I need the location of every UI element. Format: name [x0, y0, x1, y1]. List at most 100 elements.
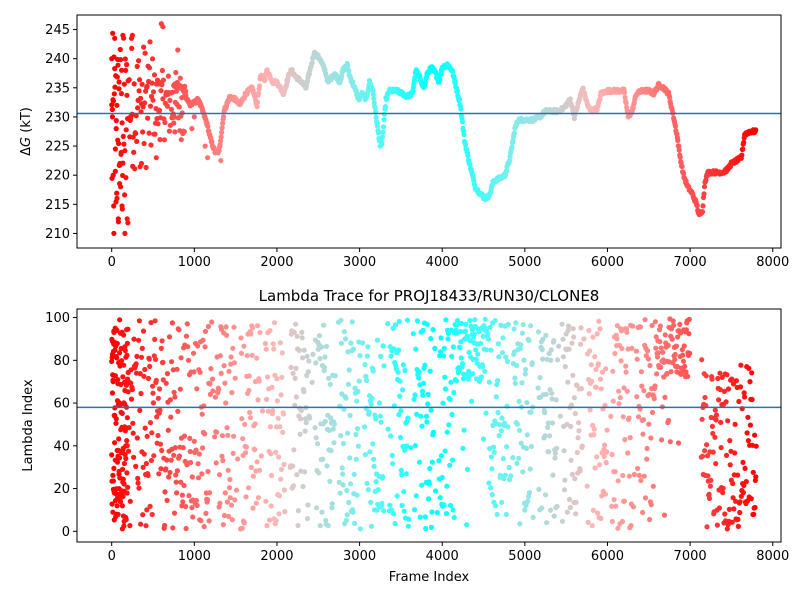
data-point [339, 73, 345, 79]
data-point [396, 318, 402, 325]
data-point [181, 482, 187, 489]
data-point [290, 463, 296, 469]
data-point [297, 416, 304, 422]
data-point [592, 354, 598, 360]
data-point [573, 499, 579, 505]
data-point [390, 511, 397, 517]
data-point [221, 363, 227, 369]
data-point [617, 395, 623, 401]
data-point [130, 134, 136, 140]
x-tick-label: 2000 [260, 549, 293, 564]
data-point [323, 343, 330, 349]
data-point [362, 362, 368, 368]
data-point [528, 323, 534, 329]
data-point [459, 320, 465, 327]
data-point [547, 507, 554, 513]
data-point [254, 459, 260, 465]
data-point [526, 490, 533, 496]
data-point [482, 368, 488, 374]
data-point [164, 371, 171, 377]
data-point [419, 388, 425, 394]
data-point [146, 356, 152, 362]
data-point [504, 444, 510, 450]
data-point [429, 509, 435, 515]
delta-g-ylabel-suffix: (kT) [19, 107, 34, 137]
data-point [224, 499, 230, 505]
data-point [139, 345, 145, 351]
data-point [352, 385, 358, 391]
data-point [153, 377, 159, 383]
data-point [195, 343, 201, 349]
data-point [238, 335, 244, 341]
data-point [470, 371, 476, 377]
data-point [713, 417, 719, 423]
data-point [276, 454, 282, 460]
data-point [551, 513, 557, 519]
data-point [490, 444, 497, 450]
data-point [144, 507, 150, 513]
data-point [375, 130, 382, 136]
data-point [183, 333, 190, 339]
data-point [543, 391, 549, 397]
data-point [288, 364, 294, 370]
data-point [222, 490, 228, 496]
y-tick-label: 235 [45, 81, 70, 96]
data-point [567, 96, 573, 102]
data-point [540, 356, 546, 362]
data-point [153, 155, 159, 161]
data-point [298, 407, 304, 413]
data-point [122, 428, 128, 434]
data-point [381, 117, 387, 123]
data-point [388, 433, 394, 439]
data-point [361, 424, 368, 430]
data-point [340, 440, 347, 447]
lambda-y-axis-label: Lambda Index [21, 379, 36, 472]
data-point [114, 102, 120, 108]
data-point [178, 355, 184, 361]
data-point [143, 523, 149, 529]
data-point [162, 522, 168, 529]
data-point [116, 436, 122, 442]
data-point [144, 433, 150, 439]
data-point [117, 455, 123, 461]
data-point [630, 504, 637, 510]
data-point [437, 353, 443, 359]
data-point [709, 376, 715, 382]
data-point [749, 396, 755, 403]
data-point [549, 396, 555, 402]
data-point [133, 113, 139, 119]
data-point [720, 490, 726, 496]
data-point [134, 138, 140, 144]
data-point [186, 493, 192, 499]
data-point [350, 509, 356, 515]
data-point [293, 321, 299, 327]
data-point [458, 339, 464, 345]
data-point [488, 454, 494, 460]
data-point [634, 356, 640, 362]
data-point [112, 440, 118, 446]
data-point [247, 415, 254, 421]
data-point [707, 483, 714, 489]
data-point [130, 420, 136, 426]
data-point [559, 321, 565, 327]
data-point [121, 141, 127, 147]
data-point [119, 206, 125, 212]
data-point [189, 126, 195, 132]
y-tick-label: 60 [53, 397, 70, 412]
data-point [374, 337, 380, 343]
data-point [123, 175, 129, 181]
data-point [746, 365, 752, 371]
data-point [467, 161, 473, 167]
data-point [387, 502, 393, 508]
data-point [257, 329, 263, 336]
data-point [304, 353, 310, 359]
data-point [677, 321, 683, 327]
data-point [574, 449, 580, 456]
data-point [346, 367, 352, 373]
data-point [114, 340, 120, 347]
data-point [602, 442, 608, 448]
data-point [131, 149, 137, 155]
data-point [230, 345, 236, 351]
data-point [381, 363, 387, 369]
